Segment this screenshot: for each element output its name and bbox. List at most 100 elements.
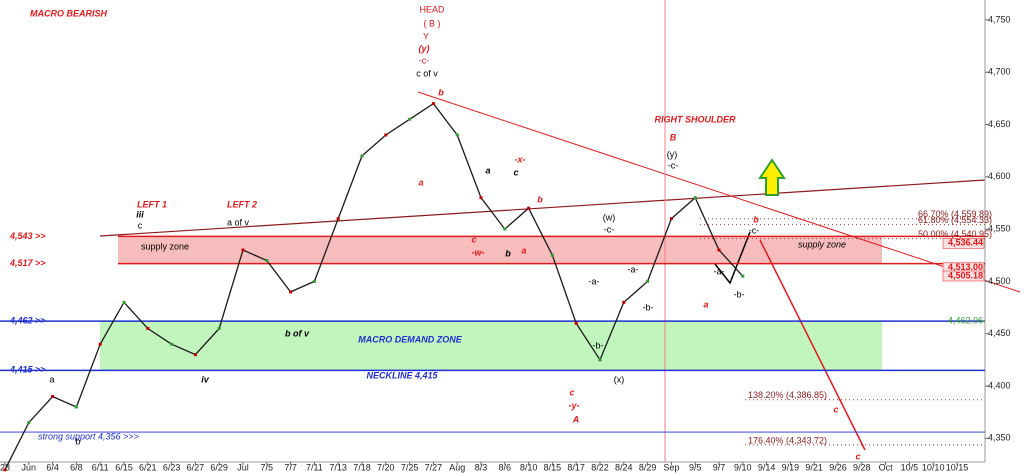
- price-point: [193, 353, 197, 357]
- price-point: [527, 206, 531, 210]
- annotation: (x): [614, 374, 625, 384]
- x-tick-label: 7/27: [425, 462, 443, 472]
- x-tick-label: 9/10: [734, 462, 752, 472]
- annotation: -c-: [668, 160, 679, 170]
- x-tick-label: 9/26: [829, 462, 847, 472]
- annotation: c: [513, 167, 518, 177]
- annotation: -x-: [515, 154, 526, 164]
- x-tick-label: 8/15: [544, 462, 562, 472]
- x-tick-label: 9/14: [758, 462, 776, 472]
- annotation: iv: [201, 374, 210, 384]
- x-tick-label: 9/28: [853, 462, 871, 472]
- annotation: c: [569, 387, 574, 397]
- annotation: a: [485, 165, 490, 175]
- annotation: -c-: [749, 225, 760, 235]
- x-tick-label: 9/19: [782, 462, 800, 472]
- price-point: [217, 326, 221, 330]
- annotation: b: [505, 248, 511, 258]
- annotation: a: [49, 374, 54, 384]
- x-tick-label: 28: [0, 462, 10, 472]
- price-point: [170, 342, 174, 346]
- annotation: -y-: [569, 400, 580, 410]
- annotation: -b-: [734, 289, 745, 299]
- annotation: ( B ): [424, 18, 441, 28]
- annotation: iii: [136, 209, 144, 219]
- price-point: [550, 253, 554, 257]
- annotation: c: [471, 234, 476, 244]
- x-tick-label: Jul: [237, 462, 249, 472]
- level-label: 4,543 >>: [9, 231, 46, 241]
- x-tick-label: 6/4: [46, 462, 59, 472]
- level-label: 4,462 >>: [9, 316, 46, 326]
- price-label: 4,505.18: [948, 270, 983, 280]
- annotation: c: [833, 404, 838, 414]
- up-arrow: [758, 158, 786, 196]
- x-tick-label: 7/13: [329, 462, 347, 472]
- annotation: (y): [667, 149, 678, 159]
- y-tick-label: 4,500: [988, 276, 1011, 286]
- projection: [759, 239, 866, 451]
- price-point: [27, 421, 31, 425]
- price-point: [431, 102, 435, 106]
- price-point: [74, 405, 78, 409]
- x-tick-label: 9/21: [805, 462, 823, 472]
- x-tick-label: 8/17: [567, 462, 585, 472]
- zone-label: supply zone: [141, 241, 189, 251]
- price-point: [51, 394, 55, 398]
- annotation: B: [670, 132, 677, 142]
- price-point: [98, 342, 102, 346]
- price-point: [122, 300, 126, 304]
- annotation: -c-: [604, 224, 615, 234]
- annotation: -a-: [714, 266, 725, 276]
- x-tick-label: 6/27: [187, 462, 205, 472]
- x-tick-label: 6/15: [115, 462, 133, 472]
- annotation: A: [572, 414, 580, 424]
- level-label: 4,517 >>: [9, 258, 46, 268]
- annotation: c: [138, 220, 143, 230]
- annotation: b: [753, 214, 759, 224]
- x-tick-label: 10/5: [901, 462, 919, 472]
- price-point: [265, 258, 269, 262]
- x-tick-label: 7/25: [401, 462, 419, 472]
- y-tick-label: 4,550: [988, 223, 1011, 233]
- x-tick-label: 8/10: [520, 462, 538, 472]
- annotation: -a-: [628, 264, 639, 274]
- x-tick-label: 6/11: [92, 462, 109, 472]
- annotation: a of v: [227, 217, 250, 227]
- x-tick-label: 8/29: [639, 462, 657, 472]
- x-tick-label: 7/5: [261, 462, 274, 472]
- price-line: [4, 102, 744, 470]
- price-box: [942, 238, 985, 249]
- price-point: [336, 217, 340, 221]
- annotation: c: [855, 451, 860, 461]
- x-tick-label: 7/18: [353, 462, 371, 472]
- x-tick-label: Oct: [879, 462, 894, 472]
- annotation: -b-: [593, 340, 604, 350]
- y-tick-label: 4,750: [988, 14, 1011, 24]
- y-tick-label: 4,700: [988, 67, 1011, 77]
- annotation: RIGHT SHOULDER: [655, 114, 737, 124]
- trendline: [99, 179, 986, 237]
- annotation: a: [703, 299, 708, 309]
- x-tick-label: Sep: [663, 462, 679, 472]
- price-point: [503, 227, 507, 231]
- fib-label: 176.40% (4,343.72): [748, 435, 827, 445]
- fib-label: 138.20% (4,386.85): [748, 390, 827, 400]
- price-point: [408, 117, 412, 121]
- level-label: strong support 4,356 >>>: [38, 431, 139, 441]
- price-point: [669, 217, 673, 221]
- x-tick-label: Aug: [449, 462, 465, 472]
- price-point: [455, 133, 459, 137]
- projection: [714, 231, 751, 285]
- price-box: [942, 270, 985, 282]
- x-tick-label: 10/10: [922, 462, 945, 472]
- annotation: -b-: [643, 302, 654, 312]
- price-point: [574, 321, 578, 325]
- price-point: [717, 248, 721, 252]
- annotation: -c-: [419, 55, 430, 65]
- x-tick-label: 8/3: [475, 462, 488, 472]
- x-tick-label: 10/15: [946, 462, 969, 472]
- annotation: c of v: [416, 68, 438, 78]
- price-point: [360, 154, 364, 158]
